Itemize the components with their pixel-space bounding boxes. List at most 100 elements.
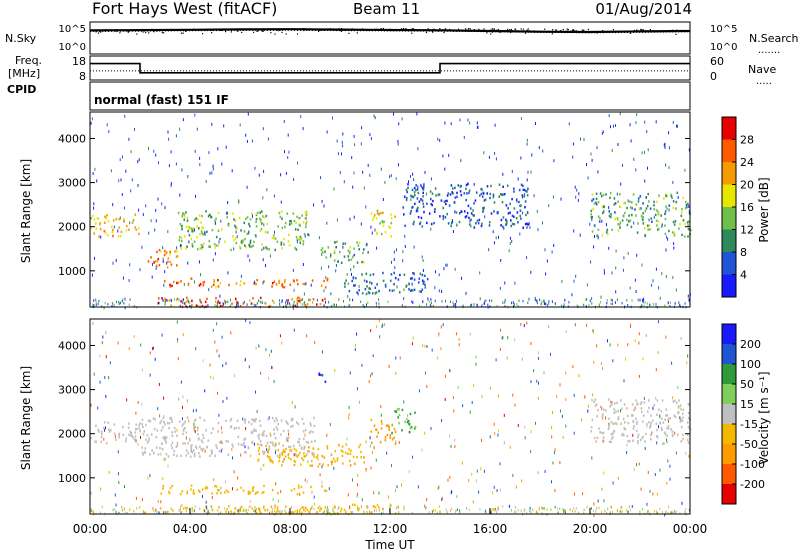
scatter-speckle xyxy=(514,403,516,407)
scatter-cell xyxy=(129,430,132,433)
scatter-cell xyxy=(290,458,292,461)
noise-line-nsearch xyxy=(89,29,691,34)
scatter-speckle xyxy=(253,442,255,446)
scatter-ground xyxy=(575,507,577,510)
scatter-speckle xyxy=(112,261,114,265)
noise-point xyxy=(465,28,467,30)
scatter-cell xyxy=(468,189,471,192)
scatter-ground xyxy=(285,304,287,307)
noise-point xyxy=(262,30,264,32)
scatter-cell xyxy=(319,373,322,377)
scatter-cell xyxy=(240,486,242,489)
scatter-cell xyxy=(107,219,110,223)
scatter-speckle xyxy=(671,361,673,365)
scatter-cell xyxy=(262,464,265,467)
scatter-speckle xyxy=(214,252,216,256)
scatter-cell xyxy=(686,433,689,437)
scatter-speckle xyxy=(656,441,658,445)
scatter-ground xyxy=(523,509,525,513)
scatter-cell xyxy=(308,431,311,434)
scatter-ground xyxy=(352,510,354,514)
scatter-cell xyxy=(405,198,408,202)
scatter-speckle xyxy=(635,121,637,125)
scatter-cell xyxy=(371,292,374,295)
scatter-cell xyxy=(655,435,658,438)
scatter-speckle xyxy=(589,222,591,226)
scatter-speckle xyxy=(672,276,674,280)
noise-point xyxy=(281,31,283,33)
scatter-cell xyxy=(663,442,665,445)
scatter-speckle xyxy=(529,506,531,510)
scatter-ground xyxy=(274,506,276,510)
noise-point xyxy=(230,31,232,33)
scatter-cell xyxy=(686,221,689,224)
scatter-speckle xyxy=(236,235,238,239)
scatter-speckle xyxy=(222,400,224,403)
scatter-cell xyxy=(353,253,356,257)
scatter-cell xyxy=(393,271,395,275)
scatter-cell xyxy=(351,503,354,506)
scatter-speckle xyxy=(292,306,294,310)
scatter-cell xyxy=(163,253,166,257)
scatter-speckle xyxy=(645,196,647,200)
scatter-cell xyxy=(365,272,368,275)
scatter-ground xyxy=(323,304,325,307)
scatter-ground xyxy=(95,301,97,304)
scatter-cell xyxy=(621,407,623,410)
scatter-cell xyxy=(340,507,343,511)
scatter-speckle xyxy=(586,323,588,327)
scatter-speckle xyxy=(645,334,647,337)
scatter-cell xyxy=(104,221,106,224)
scatter-speckle xyxy=(193,426,195,430)
noise-point xyxy=(672,29,674,31)
scatter-cell xyxy=(323,489,326,492)
scatter-speckle xyxy=(629,123,631,127)
scatter-ground xyxy=(568,301,570,304)
scatter-cell xyxy=(201,214,203,218)
scatter-cell xyxy=(183,213,185,216)
scatter-cell xyxy=(327,464,329,467)
scatter-cell xyxy=(655,209,658,212)
noise-point xyxy=(527,28,529,30)
scatter-speckle xyxy=(521,211,523,215)
scatter-speckle xyxy=(231,448,233,451)
scatter-cell xyxy=(640,401,643,404)
scatter-ground xyxy=(156,510,158,514)
scatter-ground xyxy=(367,506,369,509)
scatter-speckle xyxy=(175,134,177,138)
scatter-speckle xyxy=(287,301,289,305)
scatter-speckle xyxy=(687,354,689,358)
scatter-cell xyxy=(653,204,655,207)
scatter-speckle xyxy=(551,300,553,304)
scatter-cell xyxy=(296,493,299,496)
scatter-speckle xyxy=(553,244,555,247)
noise-point xyxy=(507,28,509,31)
scatter-cell xyxy=(518,188,521,192)
colorbar-swatch xyxy=(722,364,736,384)
scatter-cell xyxy=(128,433,130,437)
scatter-cell xyxy=(610,403,613,406)
scatter-speckle xyxy=(152,347,153,351)
scatter-cell xyxy=(290,222,293,225)
scatter-speckle xyxy=(679,416,681,420)
scatter-cell xyxy=(526,226,528,229)
scatter-cell xyxy=(108,428,110,431)
scatter-ground xyxy=(513,303,515,306)
scatter-cell xyxy=(489,192,492,196)
scatter-cell xyxy=(301,214,303,217)
scatter-cell xyxy=(244,451,246,454)
scatter-cell xyxy=(470,212,473,215)
scatter-speckle xyxy=(353,134,355,138)
scatter-cell xyxy=(342,242,344,245)
scatter-speckle xyxy=(122,155,123,159)
scatter-speckle xyxy=(141,368,143,372)
scatter-cell xyxy=(522,226,524,229)
noise-point xyxy=(356,32,358,34)
scatter-cell xyxy=(100,430,103,433)
scatter-cell xyxy=(423,280,425,284)
scatter-speckle xyxy=(615,124,616,127)
scatter-cell xyxy=(294,304,297,307)
scatter-cell xyxy=(160,492,163,495)
scatter-cell xyxy=(342,462,344,465)
noise-point xyxy=(671,29,673,31)
